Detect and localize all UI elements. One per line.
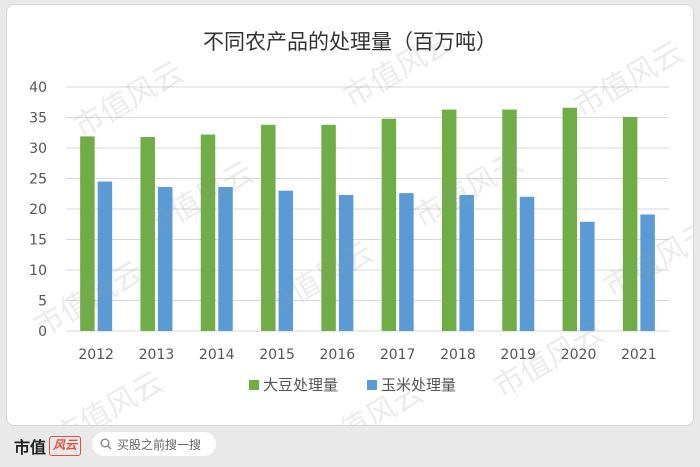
brand-logo-mark: 风云 — [49, 436, 82, 456]
y-tick-label: 5 — [38, 294, 47, 310]
bar-soybean-2020 — [562, 107, 578, 332]
legend-label: 大豆处理量 — [263, 376, 338, 394]
footer-bar: 市值 风云 买股之前搜一搜 — [0, 424, 700, 467]
search-box[interactable]: 买股之前搜一搜 — [92, 432, 216, 456]
legend-swatch-soybean — [249, 380, 259, 390]
x-tick-label: 2021 — [621, 347, 657, 363]
x-tick-label: 2012 — [78, 347, 114, 363]
search-icon — [100, 438, 112, 450]
x-tick-label: 2017 — [380, 347, 416, 363]
brand-logo-area[interactable]: 市值 风云 — [14, 434, 82, 458]
bar-soybean-2015 — [261, 124, 276, 331]
x-tick-label: 2018 — [440, 347, 476, 363]
bar-soybean-2014 — [200, 134, 216, 331]
legend-label: 玉米处理量 — [381, 376, 456, 394]
y-tick-label: 25 — [29, 172, 47, 188]
x-tick-label: 2020 — [561, 347, 597, 363]
bar-chart: 不同农产品的处理量（百万吨） 0 5 10 15 20 25 30 35 40 2012 2013 20… — [29, 30, 669, 394]
chart-title: 不同农产品的处理量（百万吨） — [203, 30, 497, 54]
y-tick-label: 40 — [29, 80, 47, 96]
y-tick-label: 20 — [29, 202, 47, 218]
legend-swatch-corn — [367, 380, 377, 390]
y-tick-label: 0 — [38, 324, 47, 340]
x-tick-label: 2016 — [320, 347, 356, 363]
bar-corn-2019 — [519, 196, 535, 331]
x-tick-label: 2013 — [139, 347, 175, 363]
bar-soybean-2012 — [80, 136, 95, 331]
bar-corn-2015 — [278, 190, 294, 331]
bar-soybean-2017 — [381, 118, 397, 331]
y-tick-label: 35 — [29, 111, 47, 127]
bar-soybean-2013 — [140, 137, 155, 331]
bar-soybean-2019 — [502, 109, 517, 331]
x-tick-label: 2019 — [500, 347, 536, 363]
chart-card: 不同农产品的处理量（百万吨） 0 5 10 15 20 25 30 35 40 2012 2013 20… — [6, 4, 694, 426]
bar-soybean-2018 — [441, 109, 457, 331]
brand-name: 市值 — [14, 438, 47, 457]
bar-corn-2018 — [459, 194, 474, 331]
bar-corn-2021 — [640, 214, 655, 331]
bar-corn-2020 — [580, 221, 595, 331]
x-tick-label: 2015 — [259, 347, 295, 363]
x-tick-label: 2014 — [199, 347, 235, 363]
bar-corn-2013 — [157, 187, 173, 331]
bar-corn-2017 — [399, 193, 414, 331]
search-placeholder: 买股之前搜一搜 — [117, 437, 202, 452]
bar-corn-2016 — [338, 194, 354, 331]
bar-soybean-2016 — [321, 124, 336, 331]
bar-corn-2012 — [97, 181, 113, 331]
y-tick-label: 10 — [29, 263, 47, 279]
y-tick-label: 15 — [29, 233, 47, 249]
bar-corn-2014 — [218, 187, 233, 331]
y-tick-label: 30 — [29, 141, 47, 157]
bar-soybean-2021 — [622, 116, 638, 331]
